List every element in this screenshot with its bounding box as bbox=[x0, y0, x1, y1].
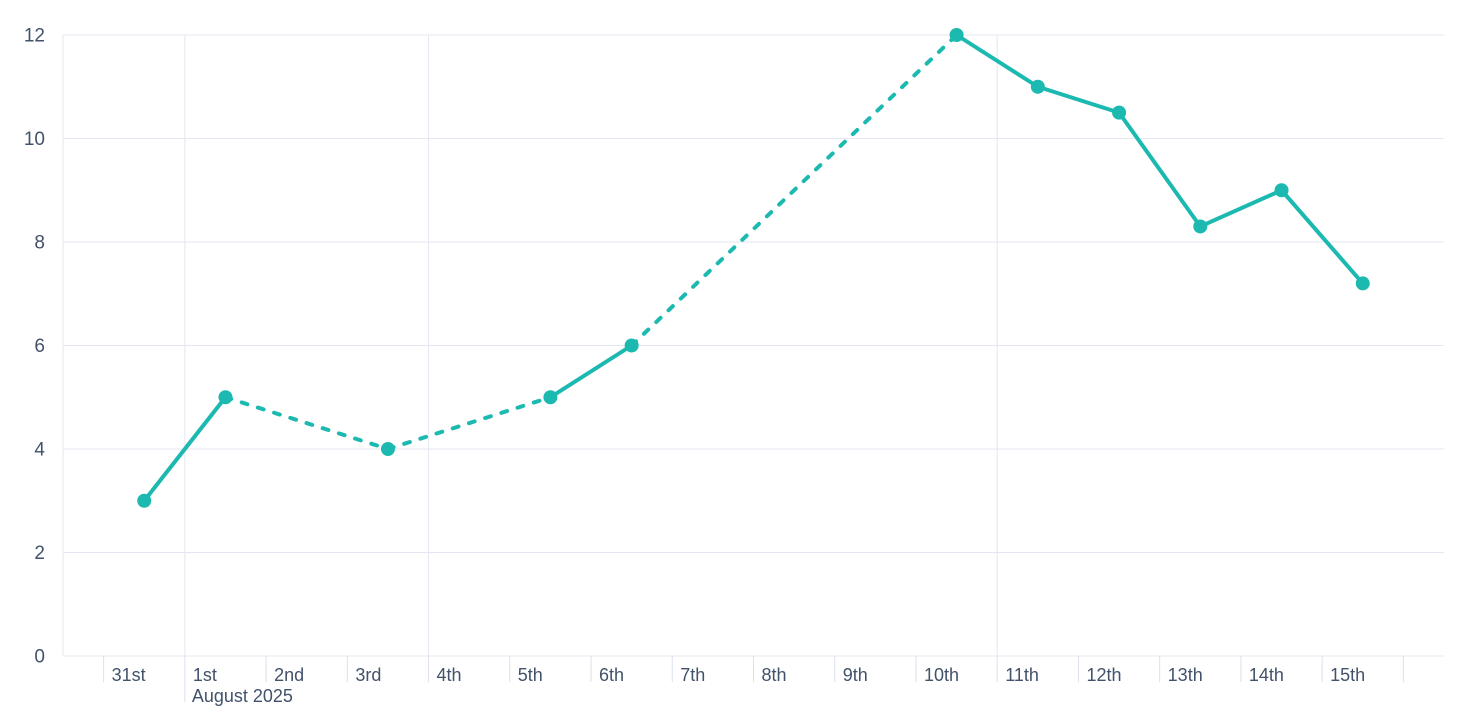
x-axis-label: 14th bbox=[1249, 665, 1284, 685]
data-point-marker[interactable] bbox=[1112, 105, 1127, 120]
series-segment-solid bbox=[1035, 84, 1122, 115]
data-point-marker[interactable] bbox=[1355, 276, 1370, 291]
data-point-marker[interactable] bbox=[1193, 219, 1208, 234]
y-axis-label: 2 bbox=[34, 543, 45, 564]
series-segment-solid bbox=[142, 395, 228, 503]
x-axis-label: 7th bbox=[680, 665, 705, 685]
x-axis-label: 10th bbox=[924, 665, 959, 685]
y-axis-label: 4 bbox=[34, 440, 45, 461]
series-segment-solid bbox=[1279, 188, 1365, 286]
series-segment-dashed bbox=[385, 395, 553, 451]
x-axis-label: 4th bbox=[437, 665, 462, 685]
x-axis-month-label: August 2025 bbox=[192, 686, 293, 706]
series-segment-solid bbox=[1198, 188, 1284, 229]
y-axis-label: 8 bbox=[34, 233, 45, 254]
x-axis-label: 31st bbox=[112, 665, 146, 685]
series-segment-dashed bbox=[629, 33, 959, 348]
y-axis-label: 10 bbox=[24, 129, 45, 150]
data-point-marker[interactable] bbox=[543, 390, 558, 405]
x-axis-label: 11th bbox=[1005, 665, 1039, 685]
x-axis-label: 15th bbox=[1330, 665, 1365, 685]
y-axis-label: 12 bbox=[24, 26, 45, 47]
data-point-marker[interactable] bbox=[1030, 79, 1045, 94]
x-axis-label: 9th bbox=[843, 665, 868, 685]
y-axis-label: 0 bbox=[34, 647, 45, 668]
series-segment-solid bbox=[548, 343, 634, 400]
series-segment-solid bbox=[1117, 110, 1203, 229]
x-axis-label: 5th bbox=[518, 665, 543, 685]
x-axis-label: 2nd bbox=[274, 665, 304, 685]
data-point-marker[interactable] bbox=[949, 28, 964, 42]
data-point-marker[interactable] bbox=[380, 442, 395, 456]
data-point-marker[interactable] bbox=[1274, 183, 1289, 198]
x-axis-label: 1st bbox=[193, 665, 217, 685]
x-axis-label: 6th bbox=[599, 665, 624, 685]
data-point-marker[interactable] bbox=[137, 493, 152, 508]
x-axis-label: 3rd bbox=[355, 665, 381, 685]
x-axis-label: 8th bbox=[762, 665, 787, 685]
data-point-marker[interactable] bbox=[218, 390, 233, 405]
series-segment-solid bbox=[954, 33, 1040, 89]
data-point-marker[interactable] bbox=[624, 338, 639, 353]
y-axis-label: 6 bbox=[34, 336, 45, 357]
x-axis-label: 12th bbox=[1086, 665, 1121, 685]
x-axis-label: 13th bbox=[1168, 665, 1203, 685]
series-segment-dashed bbox=[223, 395, 390, 451]
